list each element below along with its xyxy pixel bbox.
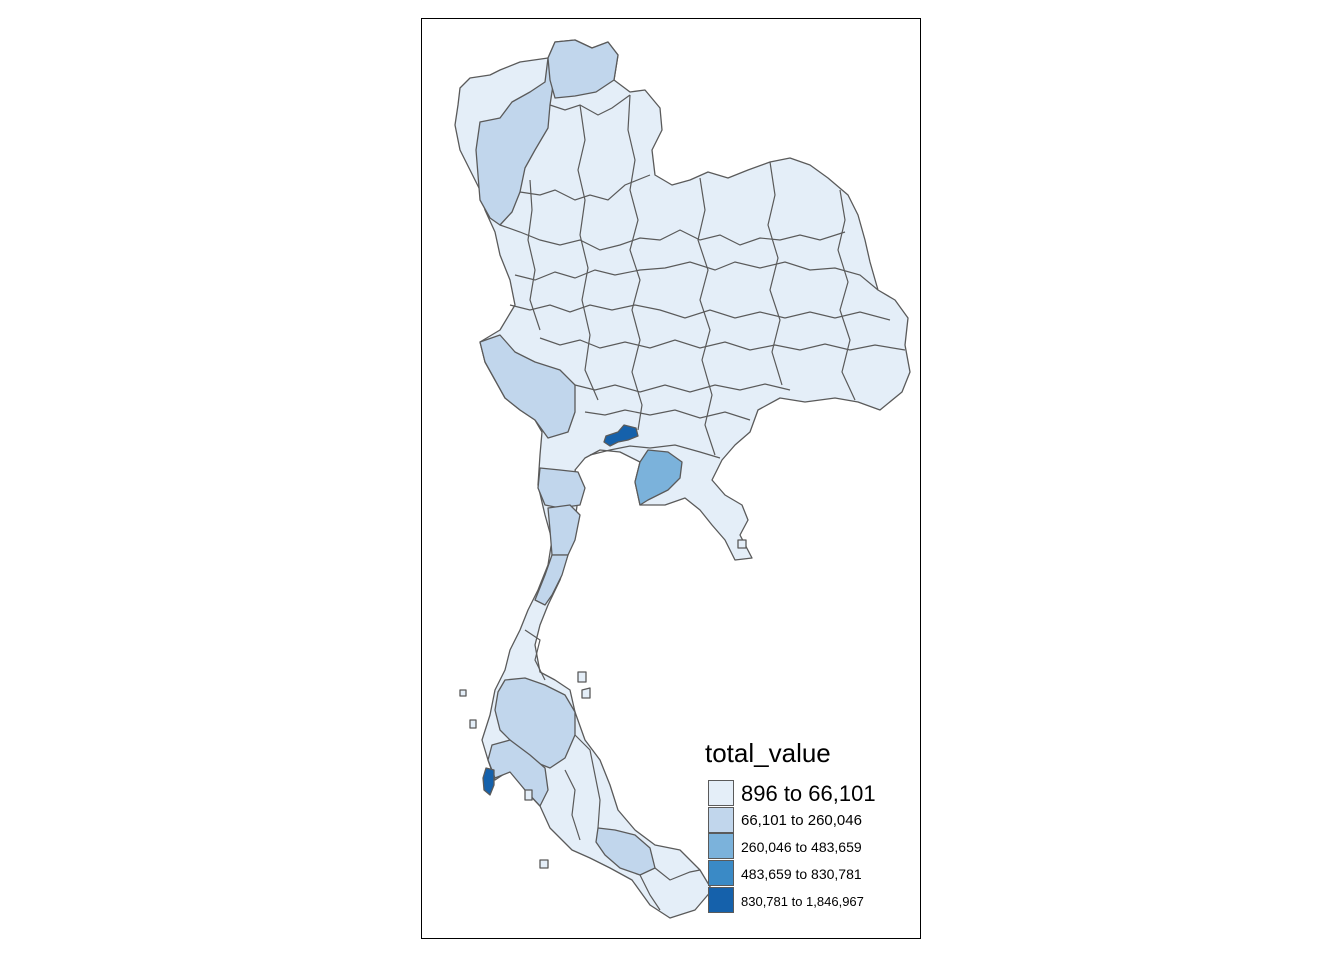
legend-title: total_value (705, 738, 831, 768)
boundary-line (837, 189, 856, 401)
province-chonburi[interactable] (634, 449, 683, 506)
boundary-line (627, 94, 643, 431)
boundary-line (697, 177, 716, 456)
boundary-line (564, 769, 581, 841)
legend-item: 260,046 to 483,659 (708, 833, 938, 860)
boundary-line (549, 94, 631, 116)
island (524, 789, 533, 801)
boundary-line (584, 409, 751, 421)
island (581, 687, 591, 699)
boundary-line (519, 174, 651, 201)
legend-swatch (708, 833, 734, 859)
province-north-chiang-rai[interactable] (547, 39, 619, 99)
boundary-line (509, 304, 891, 321)
province-isthmus[interactable] (534, 554, 569, 606)
province-west-coast-2[interactable] (547, 504, 581, 556)
legend-item: 896 to 66,101 (708, 780, 938, 807)
province-northwest[interactable] (475, 57, 556, 226)
legend-swatch (708, 807, 734, 833)
province-west-kanchanaburi[interactable] (479, 334, 576, 439)
boundary-line (639, 874, 661, 911)
province-west-coast-1[interactable] (537, 467, 586, 509)
boundary-line (524, 629, 546, 681)
island (577, 671, 587, 683)
province-bangkok[interactable] (603, 424, 639, 447)
legend-label: 896 to 66,101 (741, 781, 876, 806)
highlighted-provinces (475, 39, 683, 876)
islands (459, 539, 747, 869)
province-phuket[interactable] (482, 767, 495, 796)
boundary-line (514, 261, 879, 291)
boundary-line (589, 444, 721, 459)
legend-item: 830,781 to 1,846,967 (708, 887, 938, 914)
legend-label: 483,659 to 830,781 (741, 866, 862, 882)
legend-swatch (708, 780, 734, 806)
legend-label: 66,101 to 260,046 (741, 812, 862, 829)
legend-label: 830,781 to 1,846,967 (741, 894, 864, 909)
province-boundaries (499, 94, 906, 911)
legend-item: 483,659 to 830,781 (708, 860, 938, 887)
boundary-line (574, 383, 791, 393)
legend-label: 260,046 to 483,659 (741, 839, 862, 855)
island (539, 859, 549, 869)
island (737, 539, 747, 549)
province-south-surat-thani[interactable] (494, 677, 576, 769)
province-south-songkhla[interactable] (595, 827, 656, 876)
island (469, 719, 477, 729)
legend-swatch (708, 860, 734, 886)
boundary-line (499, 224, 846, 251)
boundary-line (539, 337, 906, 351)
boundary-line (654, 867, 701, 881)
boundary-line (767, 161, 783, 386)
boundary-line (574, 734, 601, 829)
legend-swatch (708, 887, 734, 913)
legend-item: 66,101 to 260,046 (708, 807, 938, 834)
boundary-line (577, 104, 599, 401)
boundary-line (527, 179, 541, 331)
island (459, 689, 467, 697)
